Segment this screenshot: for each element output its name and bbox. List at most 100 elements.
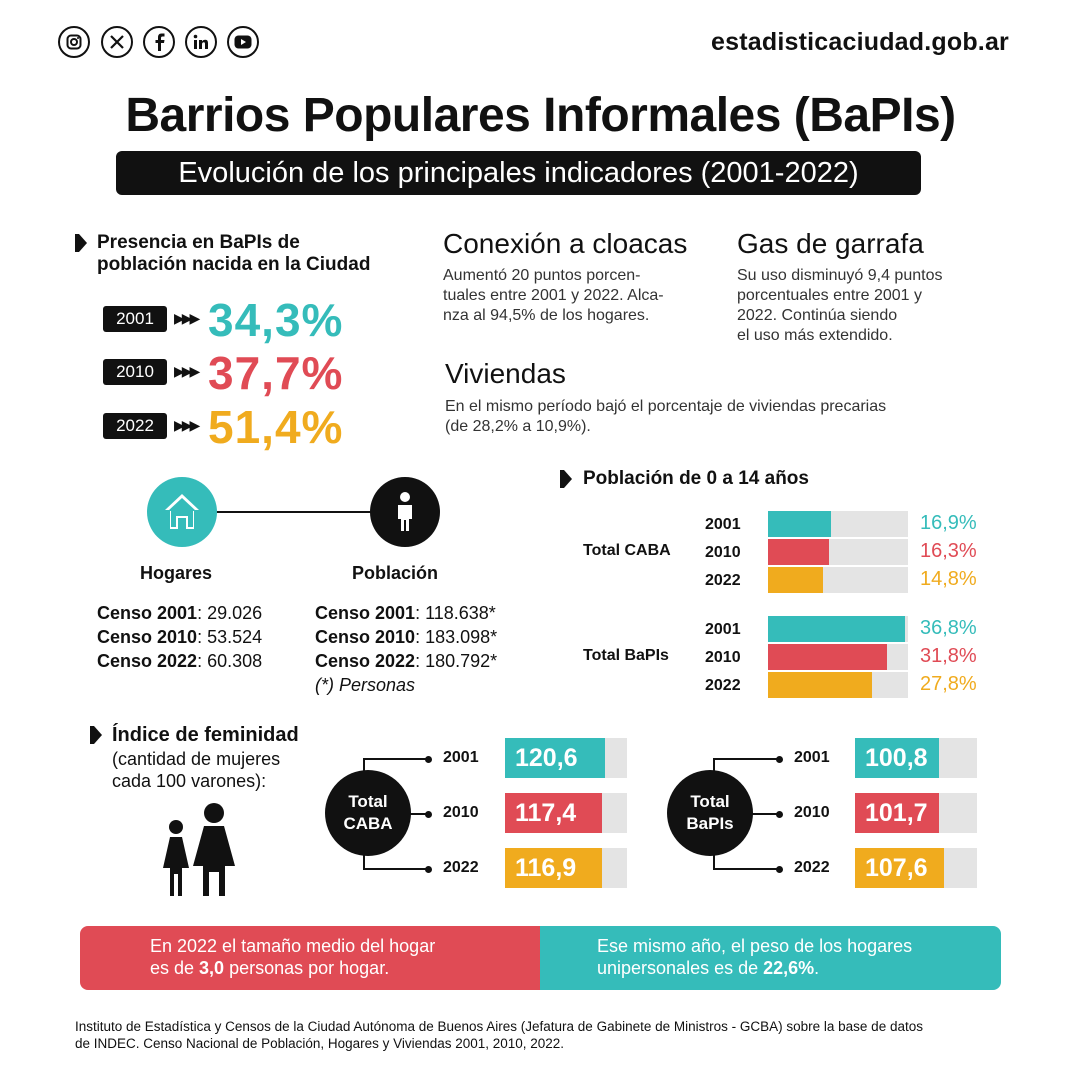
feminidad-subtitle-line: (cantidad de mujeres (112, 749, 281, 769)
source-line: de INDEC. Censo Nacional de Población, H… (75, 1036, 565, 1051)
bar-track: 101,7 (855, 793, 977, 833)
cloacas-text: Aumentó 20 puntos porcen- tuales entre 2… (443, 266, 664, 326)
presencia-title: Presencia en BaPIs de población nacida e… (97, 232, 370, 276)
bar-value-label: 36,8% (920, 617, 977, 639)
year-badge: 2022 (103, 413, 167, 439)
bar-year-label: 2022 (705, 677, 741, 694)
presencia-title-line1: Presencia en BaPIs de (97, 232, 300, 253)
connector-dot (776, 811, 783, 818)
group-label-line: Total (690, 792, 730, 811)
feminidad-subtitle: (cantidad de mujeres cada 100 varones): (112, 748, 280, 792)
banner-highlight: 3,0 (199, 958, 225, 978)
cloacas-line: tuales entre 2001 y 2022. Alca- (443, 287, 664, 304)
triple-arrow-icon: ▶▶▶ (174, 417, 200, 433)
connector-dot (776, 756, 783, 763)
garrafa-line: Su uso disminuyó 9,4 puntos (737, 267, 943, 284)
bar-year-label: 2001 (705, 516, 741, 533)
bar-value-label: 16,3% (920, 540, 977, 562)
censo-label: Censo 2001 (315, 603, 416, 623)
bar-track (768, 511, 908, 537)
viviendas-line: (de 28,2% a 10,9%). (445, 418, 591, 435)
group-label-line: Total (348, 792, 388, 811)
bar: 107,6 (855, 848, 944, 888)
garrafa-title: Gas de garrafa (737, 228, 924, 259)
site-url[interactable]: estadisticaciudad.gob.ar (711, 28, 1009, 56)
cloacas-title: Conexión a cloacas (443, 228, 688, 259)
bullet-arrow-icon (560, 470, 572, 488)
bar-year-label: 2001 (705, 621, 741, 638)
bar: 100,8 (855, 738, 939, 778)
youtube-icon[interactable] (227, 26, 259, 58)
presencia-title-line2: población nacida en la Ciudad (97, 254, 371, 275)
group-circle: Total BaPIs (667, 770, 753, 856)
bar-value-label: 16,9% (920, 512, 977, 534)
chart-group-label: Total BaPIs (583, 647, 669, 664)
bar-year-label: 2022 (705, 572, 741, 589)
page-subtitle: Evolución de los principales indicadores… (116, 151, 921, 195)
bar-year-label: 2022 (443, 859, 479, 876)
censo-label: Censo 2010 (97, 627, 198, 647)
hogares-label: Hogares (140, 563, 213, 583)
bar-track (768, 539, 908, 565)
banner-unipersonales: Ese mismo año, el peso de los hogares un… (540, 926, 1001, 990)
garrafa-text: Su uso disminuyó 9,4 puntos porcentuales… (737, 266, 942, 346)
page-title: Barrios Populares Informales (BaPIs) (125, 89, 956, 142)
bar (768, 672, 872, 698)
banner-text: personas por hogar. (224, 958, 390, 978)
cloacas-line: nza al 94,5% de los hogares. (443, 307, 650, 324)
year-badge: 2010 (103, 359, 167, 385)
bar-track: 120,6 (505, 738, 627, 778)
banner-highlight: 22,6% (763, 958, 815, 978)
presencia-value: 51,4% (208, 401, 344, 453)
bar-track: 100,8 (855, 738, 977, 778)
bullet-arrow-icon (90, 726, 102, 744)
banner-hogar: En 2022 el tamaño medio del hogar es de … (80, 926, 550, 990)
bar-year-label: 2001 (443, 749, 479, 766)
poblacion-note: (*) Personas (315, 675, 416, 695)
bar-year-label: 2010 (705, 544, 741, 561)
censo-value: : 118.638* (415, 603, 496, 623)
censo-label: Censo 2022 (315, 651, 416, 671)
hogares-list: Censo 2001: 29.026 Censo 2010: 53.524 Ce… (97, 601, 262, 673)
linkedin-icon[interactable] (185, 26, 217, 58)
bar-year-label: 2001 (794, 749, 830, 766)
censo-value: : 180.792* (415, 651, 498, 671)
triple-arrow-icon: ▶▶▶ (174, 310, 200, 326)
house-icon (147, 477, 217, 547)
connector-line (363, 868, 427, 870)
viviendas-title: Viviendas (445, 358, 566, 389)
chart-group-label: Total CABA (583, 542, 671, 559)
facebook-icon[interactable] (143, 26, 175, 58)
year-badge: 2001 (103, 306, 167, 332)
garrafa-line: el uso más extendido. (737, 327, 893, 344)
bar-track: 116,9 (505, 848, 627, 888)
bar-track: 117,4 (505, 793, 627, 833)
viviendas-line: En el mismo período bajó el porcentaje d… (445, 398, 887, 415)
bar-track: 107,6 (855, 848, 977, 888)
group-label-line: BaPIs (686, 814, 734, 833)
censo-label: Censo 2010 (315, 627, 416, 647)
cloacas-line: Aumentó 20 puntos porcen- (443, 267, 641, 284)
bar (768, 616, 905, 642)
bar (768, 567, 823, 593)
banner-line: En 2022 el tamaño medio del hogar (150, 936, 436, 956)
connector-dot (425, 756, 432, 763)
connector-dot (776, 866, 783, 873)
bar: 117,4 (505, 793, 602, 833)
x-icon[interactable] (101, 26, 133, 58)
garrafa-line: porcentuales entre 2001 y (737, 287, 923, 304)
group-label-line: CABA (343, 814, 393, 833)
bar: 120,6 (505, 738, 605, 778)
instagram-icon[interactable] (58, 26, 90, 58)
presencia-value: 34,3% (208, 294, 344, 346)
bar (768, 644, 887, 670)
bar: 101,7 (855, 793, 939, 833)
connector-line (713, 868, 778, 870)
censo-value: : 60.308 (197, 651, 263, 671)
connector-line (212, 511, 392, 513)
bar (768, 539, 829, 565)
triple-arrow-icon: ▶▶▶ (174, 363, 200, 379)
banner-text: . (814, 958, 820, 978)
connector-line (363, 758, 427, 760)
censo-label: Censo 2022 (97, 651, 198, 671)
